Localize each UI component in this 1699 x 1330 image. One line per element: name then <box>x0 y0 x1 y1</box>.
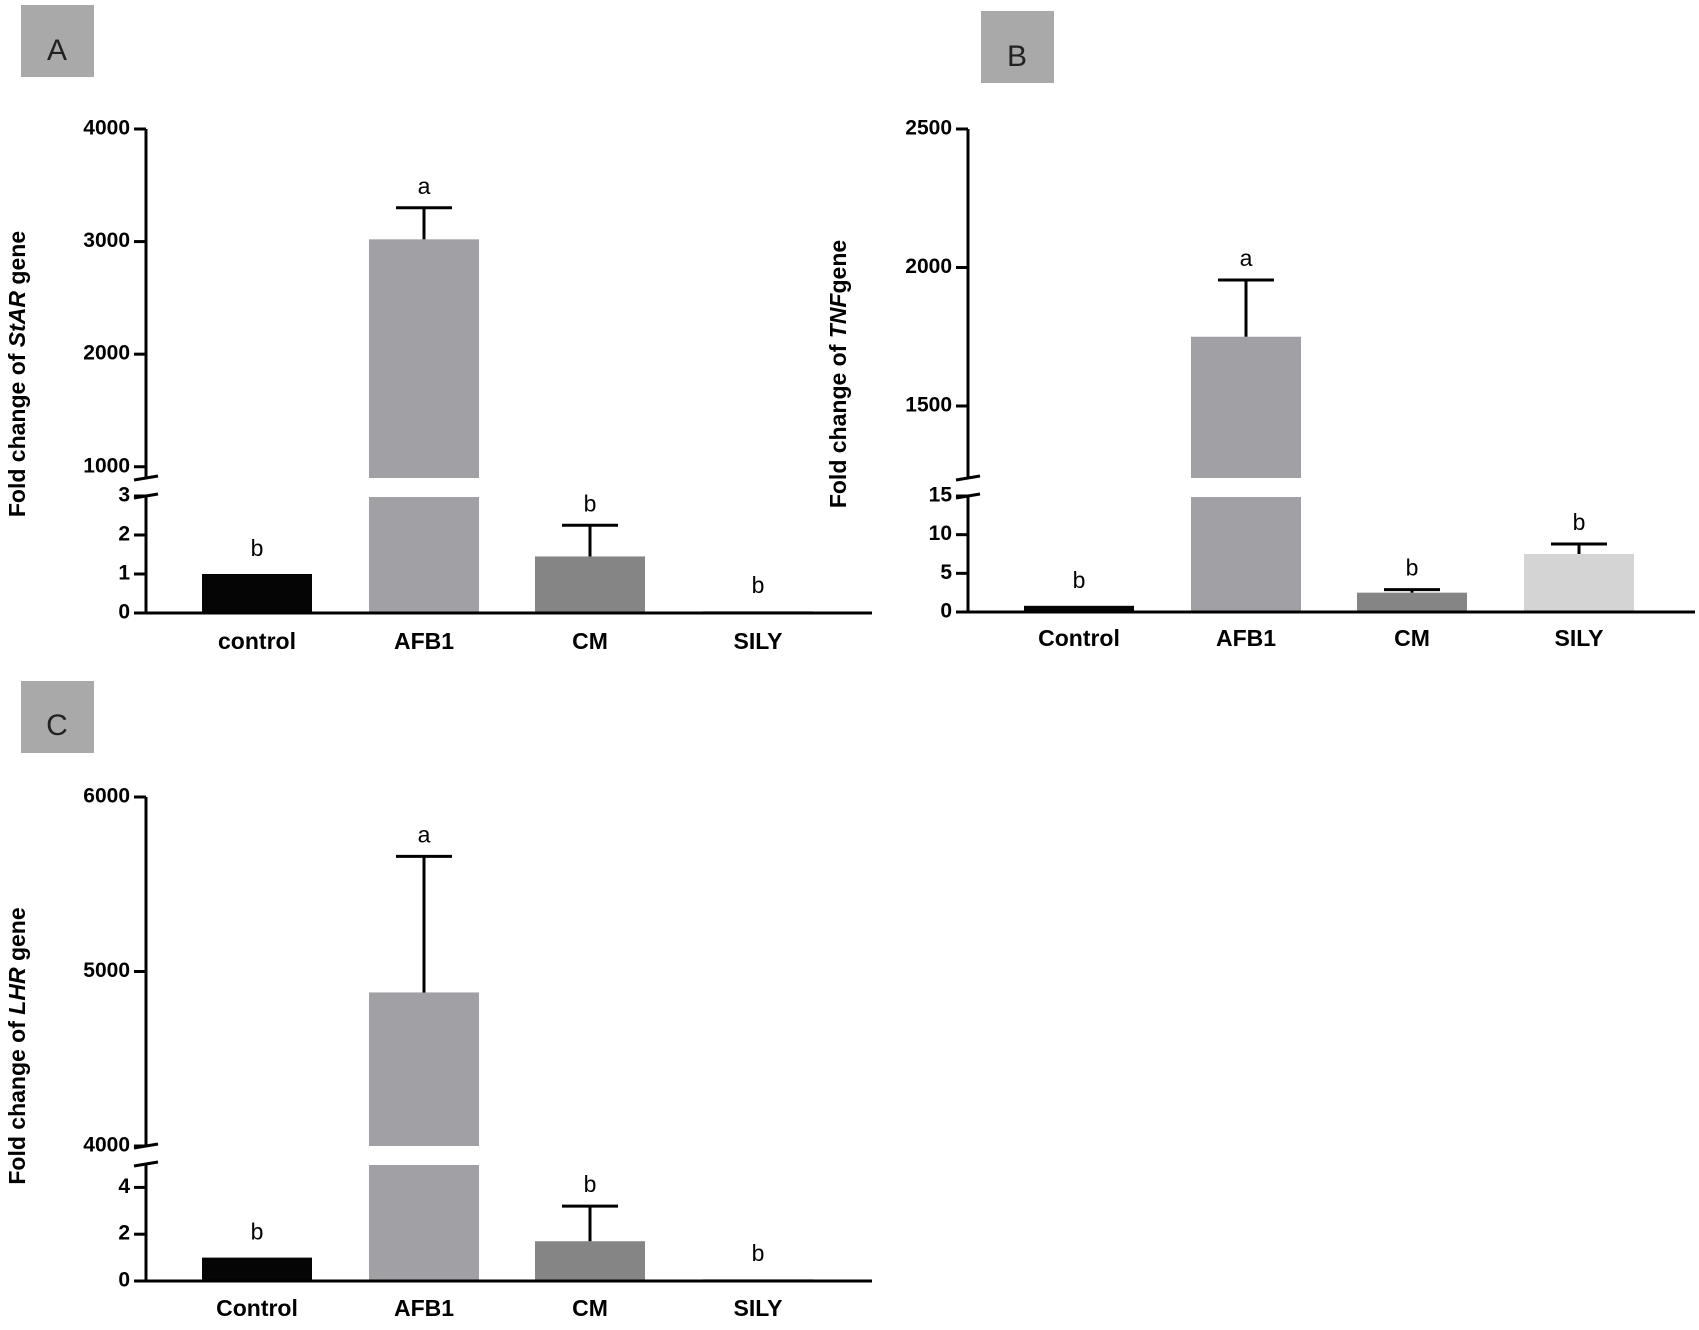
y-axis-label-part: StAR <box>4 291 30 348</box>
y-tick-label: 2000 <box>83 342 130 365</box>
x-tick-label: AFB1 <box>394 1295 454 1321</box>
x-tick-label: SILY <box>733 628 782 654</box>
significance-letter: b <box>752 1240 765 1266</box>
significance-letter: b <box>251 1219 264 1245</box>
bar-cm <box>535 1241 645 1281</box>
panel-letter-box <box>21 681 94 753</box>
y-tick-label: 5000 <box>83 959 130 982</box>
panel-letter: A <box>47 34 67 67</box>
axis-break-mark <box>133 474 159 482</box>
y-axis-label: Fold change of StAR gene <box>4 231 30 517</box>
x-tick-label: AFB1 <box>1216 625 1276 651</box>
x-tick-label: CM <box>572 1295 608 1321</box>
bar-control <box>1024 605 1134 612</box>
y-tick-label: 4 <box>118 1175 130 1198</box>
bar-afb1-upper <box>1191 336 1301 478</box>
y-tick-label: 2500 <box>905 117 952 140</box>
bar-afb1-lower <box>369 497 479 613</box>
y-axis-label-part: Fold change of <box>4 347 30 517</box>
y-tick-label: 3 <box>118 484 130 507</box>
panel-letter-box <box>21 5 94 77</box>
bar-control <box>202 1257 312 1281</box>
x-tick-label: AFB1 <box>394 628 454 654</box>
y-tick-label: 15 <box>929 484 953 507</box>
x-tick-label: SILY <box>1554 625 1603 651</box>
y-tick-label: 1500 <box>905 394 952 417</box>
y-tick-label: 6000 <box>83 785 130 808</box>
y-tick-label: 4000 <box>83 1134 130 1157</box>
y-tick-label: 4000 <box>83 117 130 140</box>
x-tick-label: Control <box>216 1295 298 1321</box>
y-axis-label-part: gene <box>4 231 30 291</box>
y-tick-label: 5 <box>940 561 952 584</box>
y-axis-label-part: gene <box>4 907 30 967</box>
significance-letter: a <box>418 821 431 847</box>
significance-letter: a <box>418 173 431 199</box>
y-axis-label: Fold change of TNFgene <box>825 240 851 508</box>
axis-break-mark <box>133 1160 159 1168</box>
x-tick-label: CM <box>572 628 608 654</box>
x-tick-label: Control <box>1038 625 1120 651</box>
significance-letter: b <box>584 490 597 516</box>
significance-letter: b <box>1073 567 1086 593</box>
y-tick-label: 1000 <box>83 454 130 477</box>
significance-letter: b <box>584 1171 597 1197</box>
significance-letter: b <box>1573 509 1586 535</box>
y-axis-label-part: TNF <box>825 293 851 339</box>
bar-afb1-lower <box>369 1165 479 1281</box>
bar-afb1-lower <box>1191 497 1301 612</box>
y-axis-label-part: Fold change of <box>4 1015 30 1185</box>
y-tick-label: 2 <box>118 523 130 546</box>
significance-letter: b <box>1406 555 1419 581</box>
y-tick-label: 2000 <box>905 255 952 278</box>
panel-letter: B <box>1007 40 1027 73</box>
y-tick-label: 3000 <box>83 229 130 252</box>
bar-cm <box>535 556 645 613</box>
x-tick-label: CM <box>1394 625 1430 651</box>
y-tick-label: 0 <box>940 600 952 623</box>
chart-panel-a: Ab control a AFB1 b CM b SILY 1000 2000 3000 4000 0 1… <box>4 5 872 654</box>
bar-sily <box>1524 554 1634 612</box>
y-axis-label-part: gene <box>825 240 851 294</box>
chart-panel-c: Cb Control a AFB1 b CM b SILY 4000 5000 6000 0 2 4 Fol… <box>4 681 872 1321</box>
y-tick-label: 0 <box>118 601 130 624</box>
bar-afb1-upper <box>369 239 479 478</box>
y-axis-label-part: LHR <box>4 967 30 1015</box>
x-tick-label: control <box>218 628 296 654</box>
y-tick-label: 0 <box>118 1269 130 1292</box>
y-axis-label-part: Fold change of <box>825 338 851 508</box>
bar-control <box>202 574 312 613</box>
y-tick-label: 10 <box>929 522 952 545</box>
chart-panel-b: Bb Control a AFB1 b CM b SILY 1500 2000 2500 0 5 10 15… <box>825 11 1695 651</box>
panel-letter-box <box>981 11 1054 83</box>
significance-letter: b <box>251 535 264 561</box>
bar-afb1-upper <box>369 992 479 1146</box>
significance-letter: b <box>752 572 765 598</box>
y-tick-label: 2 <box>118 1222 130 1245</box>
bar-cm <box>1357 592 1467 612</box>
panel-letter: C <box>46 709 68 742</box>
y-axis-label: Fold change of LHR gene <box>4 907 30 1184</box>
axis-break-mark <box>955 474 981 482</box>
significance-letter: a <box>1240 245 1253 271</box>
x-tick-label: SILY <box>733 1295 782 1321</box>
y-tick-label: 1 <box>118 562 130 585</box>
